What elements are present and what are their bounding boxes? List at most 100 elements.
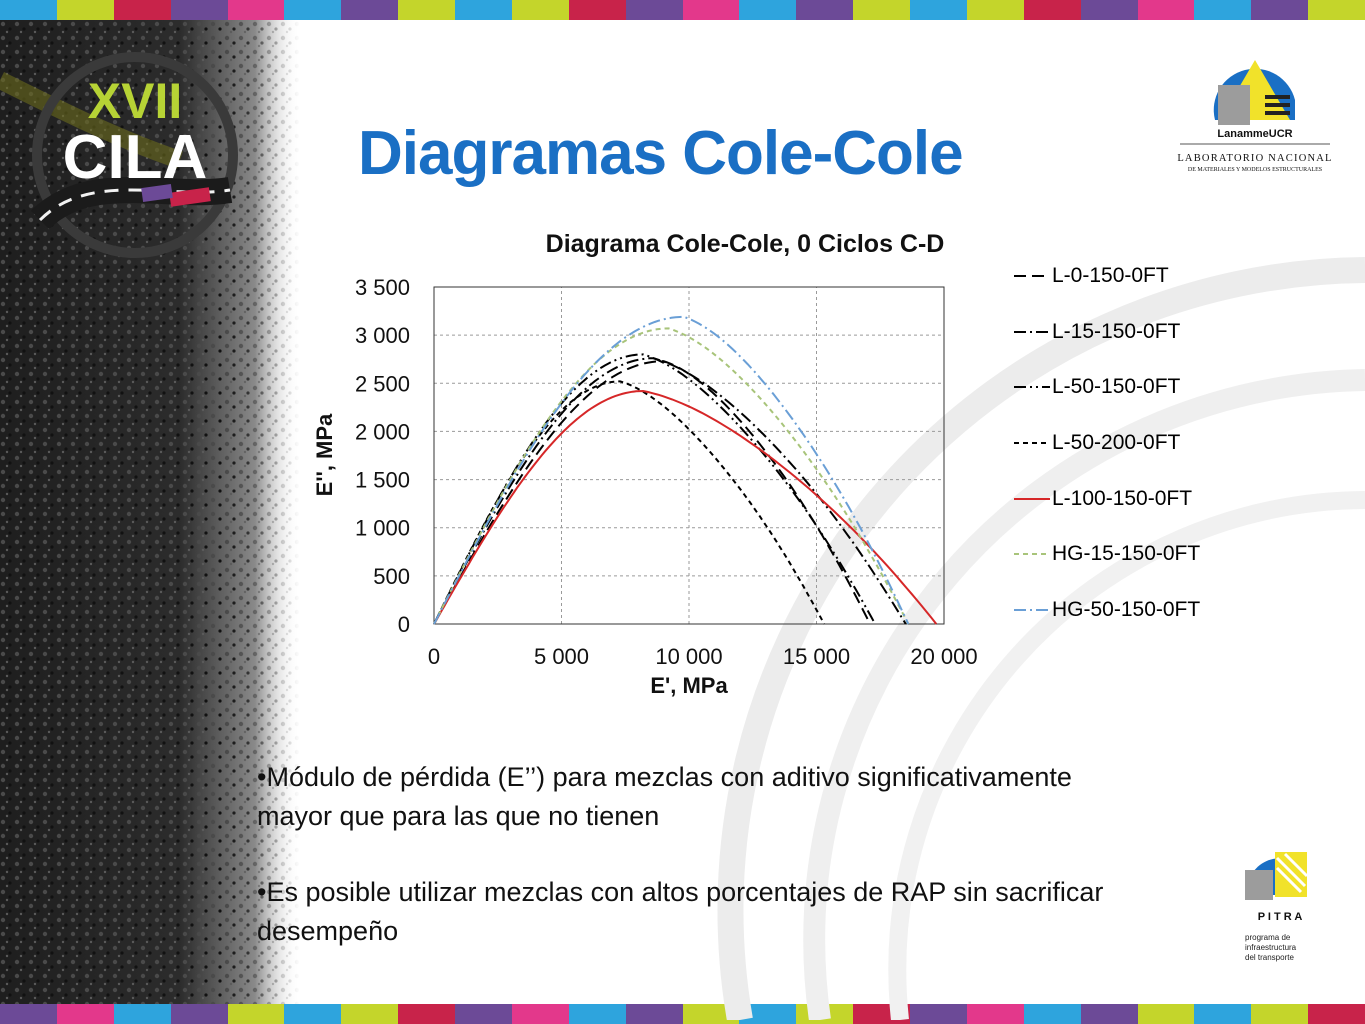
stripe-segment xyxy=(682,0,740,20)
background-arcs xyxy=(717,257,1365,1020)
lanamme-ucr-logo: LanammeUCR LABORATORIO NACIONAL DE MATER… xyxy=(1177,60,1332,173)
stripe-segment xyxy=(227,0,285,20)
stripe-segment xyxy=(1080,0,1138,20)
stripe-segment xyxy=(1023,0,1081,20)
stripe-segment xyxy=(0,0,57,20)
legend-item: L-15-150-0FT xyxy=(1010,304,1240,360)
cila-event-logo: XVII CILA xyxy=(30,52,238,258)
stripe-segment xyxy=(625,0,683,20)
legend-label: HG-50-150-0FT xyxy=(1052,597,1201,621)
stripe-segment xyxy=(796,0,854,20)
y-tick-label: 1 000 xyxy=(355,516,410,541)
stripe-segment xyxy=(739,1004,797,1024)
stripe-segment xyxy=(170,0,228,20)
x-axis-label: E', MPa xyxy=(650,673,728,698)
stripe-segment xyxy=(625,1004,683,1024)
stripe-segment xyxy=(511,0,569,20)
stripe-segment xyxy=(56,1004,114,1024)
stripe-segment xyxy=(455,0,512,20)
pitra-logo-name: P I T R A xyxy=(1258,911,1303,923)
legend-label: L-50-200-0FT xyxy=(1052,430,1181,454)
lanamme-logo-line2: DE MATERIALES Y MODELOS ESTRUCTURALES xyxy=(1188,167,1322,173)
series-line-L-50-150-0FT xyxy=(433,353,876,625)
legend-swatch xyxy=(1014,274,1050,277)
stripe-segment xyxy=(0,1004,57,1024)
stripe-segment xyxy=(1308,0,1365,20)
stripe-segment xyxy=(1251,1004,1309,1024)
chart-series-group xyxy=(433,315,938,625)
legend-swatch xyxy=(1014,553,1050,556)
y-tick-label: 2 000 xyxy=(355,419,410,444)
legend-swatch xyxy=(1014,441,1050,444)
stripe-segment xyxy=(910,0,967,20)
stripe-segment xyxy=(398,0,455,20)
x-tick-label: 0 xyxy=(428,644,440,669)
chart-gridlines xyxy=(433,286,945,625)
cila-logo-name: CILA xyxy=(63,123,208,192)
legend-item: L-100-150-0FT xyxy=(1010,471,1240,527)
stripe-segment xyxy=(170,1004,228,1024)
legend-swatch xyxy=(1014,497,1050,500)
series-line-HG-50-150-0FT xyxy=(433,315,910,625)
bullet-text-rap: •Es posible utilizar mezclas con altos p… xyxy=(257,877,1104,946)
page-title: Diagramas Cole-Cole xyxy=(358,119,964,188)
chart-legend: L-0-150-0FT L-15-150-0FT L-50-150-0FT L-50-… xyxy=(1010,248,1240,638)
stripe-segment xyxy=(1194,1004,1252,1024)
series-line-L-0-150-0FT xyxy=(433,360,871,625)
stripe-segment xyxy=(1251,0,1309,20)
pitra-logo: P I T R A programa de infraestructura de… xyxy=(1245,852,1309,962)
stripe-segment xyxy=(1308,1004,1365,1024)
top-color-stripe xyxy=(0,0,1365,20)
plot-area xyxy=(433,286,945,625)
stripe-segment xyxy=(1137,0,1195,20)
series-line-HG-15-150-0FT xyxy=(433,327,910,625)
legend-item: L-50-200-0FT xyxy=(1010,415,1240,471)
pitra-logo-line2: infraestructura xyxy=(1245,943,1297,952)
stripe-segment xyxy=(966,1004,1024,1024)
stripe-segment xyxy=(568,1004,626,1024)
legend-item: L-0-150-0FT xyxy=(1010,248,1240,304)
stripe-segment xyxy=(1023,1004,1081,1024)
y-tick-label: 1 500 xyxy=(355,468,410,493)
x-tick-label: 5 000 xyxy=(534,644,589,669)
x-tick-label: 15 000 xyxy=(783,644,850,669)
stripe-segment xyxy=(341,0,399,20)
legend-swatch xyxy=(1014,608,1050,611)
stripe-segment xyxy=(398,1004,455,1024)
legend-label: L-50-150-0FT xyxy=(1052,375,1181,399)
bullet-text-loss-modulus: •Módulo de pérdida (E’’) para mezclas co… xyxy=(257,762,1072,831)
pitra-logo-line3: del transporte xyxy=(1245,953,1294,962)
series-line-L-100-150-0FT xyxy=(433,389,938,625)
y-tick-label: 3 000 xyxy=(355,323,410,348)
stripe-segment xyxy=(341,1004,399,1024)
stripe-segment xyxy=(56,0,114,20)
y-tick-label: 500 xyxy=(373,564,410,589)
x-tick-label: 10 000 xyxy=(655,644,722,669)
y-tick-label: 3 500 xyxy=(355,275,410,300)
stripe-segment xyxy=(853,0,910,20)
y-axis-ticks: 0 500 1 000 1 500 2 000 2 500 3 000 3 500 xyxy=(355,275,410,637)
pitra-logo-line1: programa de xyxy=(1245,933,1291,942)
lanamme-logo-name: LanammeUCR xyxy=(1217,128,1292,140)
x-tick-label: 20 000 xyxy=(910,644,977,669)
stripe-segment xyxy=(568,0,626,20)
stripe-segment xyxy=(511,1004,569,1024)
legend-item: HG-50-150-0FT xyxy=(1010,582,1240,638)
y-tick-label: 2 500 xyxy=(355,371,410,396)
y-axis-label: E'', MPa xyxy=(312,413,337,496)
stripe-segment xyxy=(284,0,342,20)
legend-swatch xyxy=(1014,386,1050,389)
stripe-segment xyxy=(113,1004,171,1024)
stripe-segment xyxy=(739,0,797,20)
stripe-segment xyxy=(284,1004,342,1024)
y-tick-label: 0 xyxy=(398,612,410,637)
legend-label: HG-15-150-0FT xyxy=(1052,542,1201,566)
legend-label: L-100-150-0FT xyxy=(1052,486,1193,510)
stripe-segment xyxy=(1194,0,1252,20)
legend-item: HG-15-150-0FT xyxy=(1010,526,1240,582)
legend-label: L-0-150-0FT xyxy=(1052,263,1169,287)
lanamme-logo-line1: LABORATORIO NACIONAL xyxy=(1177,153,1332,164)
legend-item: L-50-150-0FT xyxy=(1010,359,1240,415)
stripe-segment xyxy=(1080,1004,1138,1024)
stripe-segment xyxy=(910,1004,967,1024)
